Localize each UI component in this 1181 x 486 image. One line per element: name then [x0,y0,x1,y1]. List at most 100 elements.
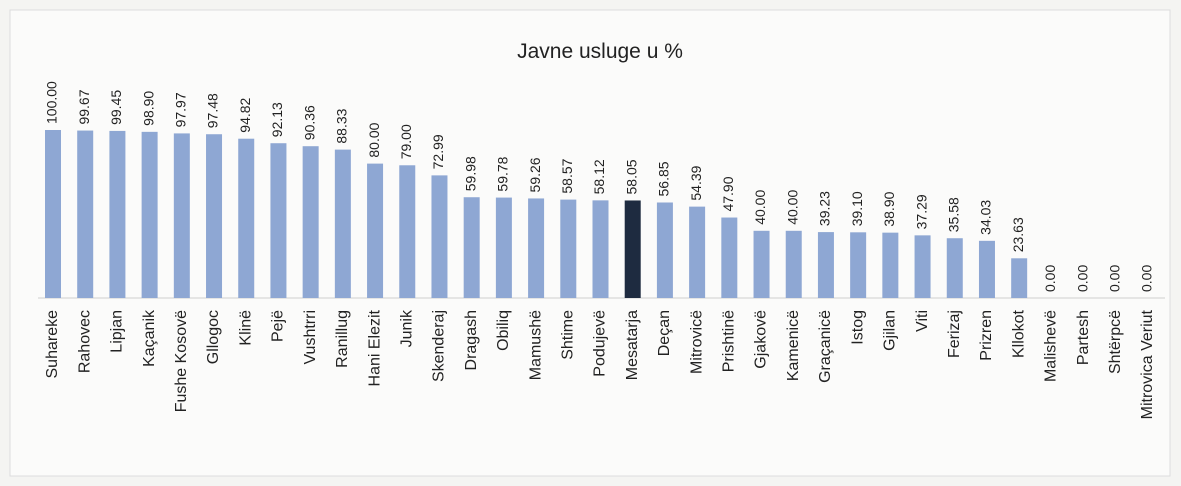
x-tick-label: Junik [398,309,415,347]
bar [109,130,126,298]
value-label: 98.90 [140,91,156,126]
x-tick-label: Prishtinë [721,310,738,372]
x-tick-label: Dragash [463,310,480,370]
value-label: 90.36 [301,105,317,140]
bar [850,232,867,298]
value-label: 38.90 [881,191,897,226]
value-label: 94.82 [237,97,253,132]
bar [238,138,255,298]
x-tick-label: Vushtrri [302,310,319,365]
bar [463,197,480,298]
x-tick-label: Istog [849,310,866,345]
bar [302,146,319,298]
x-tick-label: Rahovec [76,310,93,373]
x-tick-label: Klinë [237,310,254,346]
bar [817,232,834,298]
bar [528,198,545,298]
bar [141,131,158,298]
bar [1011,258,1028,298]
value-label: 40.00 [752,190,768,225]
x-tick-label: Deçan [656,310,673,356]
bar [495,197,512,298]
chart-title: Javne usluge u % [517,40,683,63]
x-tick-label: Shtërpcë [1107,310,1124,374]
value-label: 54.39 [688,165,704,200]
value-label: 35.58 [945,197,961,232]
value-label: 92.13 [269,102,285,137]
bar [367,163,384,298]
value-label: 0.00 [1106,265,1122,292]
x-tick-label: Mamushë [527,310,544,380]
value-label: 34.03 [978,200,994,235]
value-label: 97.48 [205,93,221,128]
x-tick-label: Skenderaj [431,310,448,382]
x-tick-label: Mitrovica Veriut [1139,309,1156,419]
bar [206,134,223,298]
x-tick-label: Mesatarja [624,310,641,380]
x-tick-label: Prizren [978,310,995,361]
value-label: 47.90 [720,176,736,211]
value-label: 58.05 [623,159,639,194]
value-label: 59.98 [462,156,478,191]
x-tick-label: Mitrovicë [688,310,705,374]
value-label: 99.67 [76,89,92,124]
bar [656,202,673,298]
bar [431,175,448,298]
value-label: 99.45 [108,90,124,125]
x-tick-label: Ranillug [334,310,351,368]
x-tick-label: Suhareke [44,310,61,379]
x-tick-label: Obiliq [495,310,512,351]
x-tick-label: Kaçanik [141,309,158,367]
bar [560,199,577,298]
bar [592,200,609,298]
value-label: 80.00 [366,122,382,157]
bar [173,133,190,298]
x-tick-label: Gllogoc [205,310,222,364]
x-tick-label: Ferizaj [946,310,963,358]
x-tick-label: Podujevë [592,310,609,377]
value-label: 97.97 [173,92,189,127]
value-label: 58.12 [591,159,607,194]
value-label: 23.63 [1010,217,1026,252]
value-label: 0.00 [1074,265,1090,292]
bar [689,206,706,298]
x-tick-label: Malishevë [1043,310,1060,382]
value-label: 88.33 [334,108,350,143]
bar [978,240,995,298]
value-label: 0.00 [1139,265,1155,292]
value-label: 37.29 [913,194,929,229]
x-tick-label: Gjilan [882,310,899,351]
value-label: 59.26 [527,157,543,192]
bar [914,235,931,298]
bar [334,149,351,298]
x-tick-label: Viti [914,310,931,332]
chart-frame [9,9,1171,477]
bar [624,200,641,298]
bar [77,130,94,298]
x-tick-label: Kllokot [1010,309,1027,358]
x-tick-label: Partesh [1075,310,1092,365]
value-label: 39.10 [849,191,865,226]
bar [399,165,416,298]
x-tick-label: Graçanicë [817,310,834,383]
bar [270,143,287,298]
value-label: 100.00 [44,81,60,124]
value-label: 39.23 [817,191,833,226]
value-label: 79.00 [398,124,414,159]
bar [882,232,899,298]
bar [946,238,963,298]
x-tick-label: Hani Elezit [366,309,383,386]
value-label: 72.99 [430,134,446,169]
x-tick-label: Lipjan [109,310,126,353]
value-label: 59.78 [495,156,511,191]
x-tick-label: Shtime [560,310,577,360]
value-label: 56.85 [656,161,672,196]
bar [785,230,802,298]
bar [45,130,61,298]
x-tick-label: Fushe Kosovë [173,310,190,412]
x-tick-label: Kamenicë [785,310,802,381]
bar [753,230,770,298]
value-label: 58.57 [559,158,575,193]
